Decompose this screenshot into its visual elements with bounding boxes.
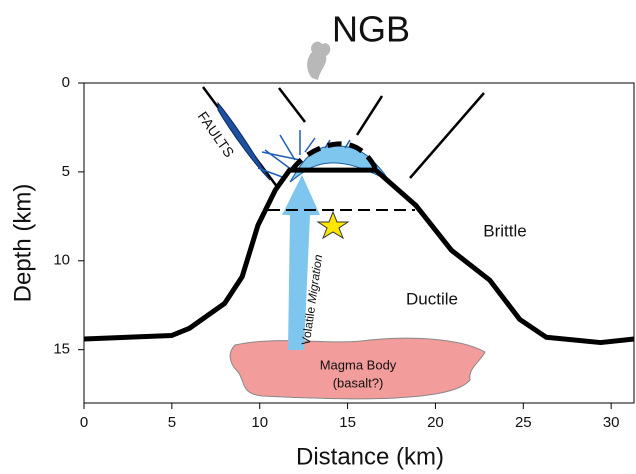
y-tick-label: 15 [53, 341, 70, 358]
x-tick-label: 20 [427, 414, 444, 431]
x-tick-label: 15 [339, 414, 356, 431]
y-tick-label: 10 [53, 252, 70, 269]
y-axis-label: Depth (km) [9, 184, 36, 303]
eruption-plume [307, 42, 330, 80]
y-tick-label: 0 [62, 74, 70, 91]
chart-title: NGB [332, 9, 410, 50]
star [318, 212, 348, 238]
ductile-label: Ductile [406, 289, 458, 308]
x-tick-label: 0 [80, 414, 88, 431]
x-tick-label: 30 [603, 414, 620, 431]
boundary-line [84, 170, 634, 342]
x-tick-label: 25 [515, 414, 532, 431]
chart: NGB Distance (km) Depth (km) FAULTS Brit… [0, 0, 636, 474]
faults-label: FAULTS [195, 108, 238, 160]
faults [203, 87, 484, 188]
brittle-label: Brittle [483, 221, 526, 240]
x-axis-label: Distance (km) [296, 443, 444, 470]
basalt-label: (basalt?) [333, 375, 384, 390]
y-tick-label: 5 [62, 163, 70, 180]
x-tick-label: 5 [168, 414, 176, 431]
x-tick-label: 10 [251, 414, 268, 431]
magma-label: Magma Body [320, 357, 397, 372]
